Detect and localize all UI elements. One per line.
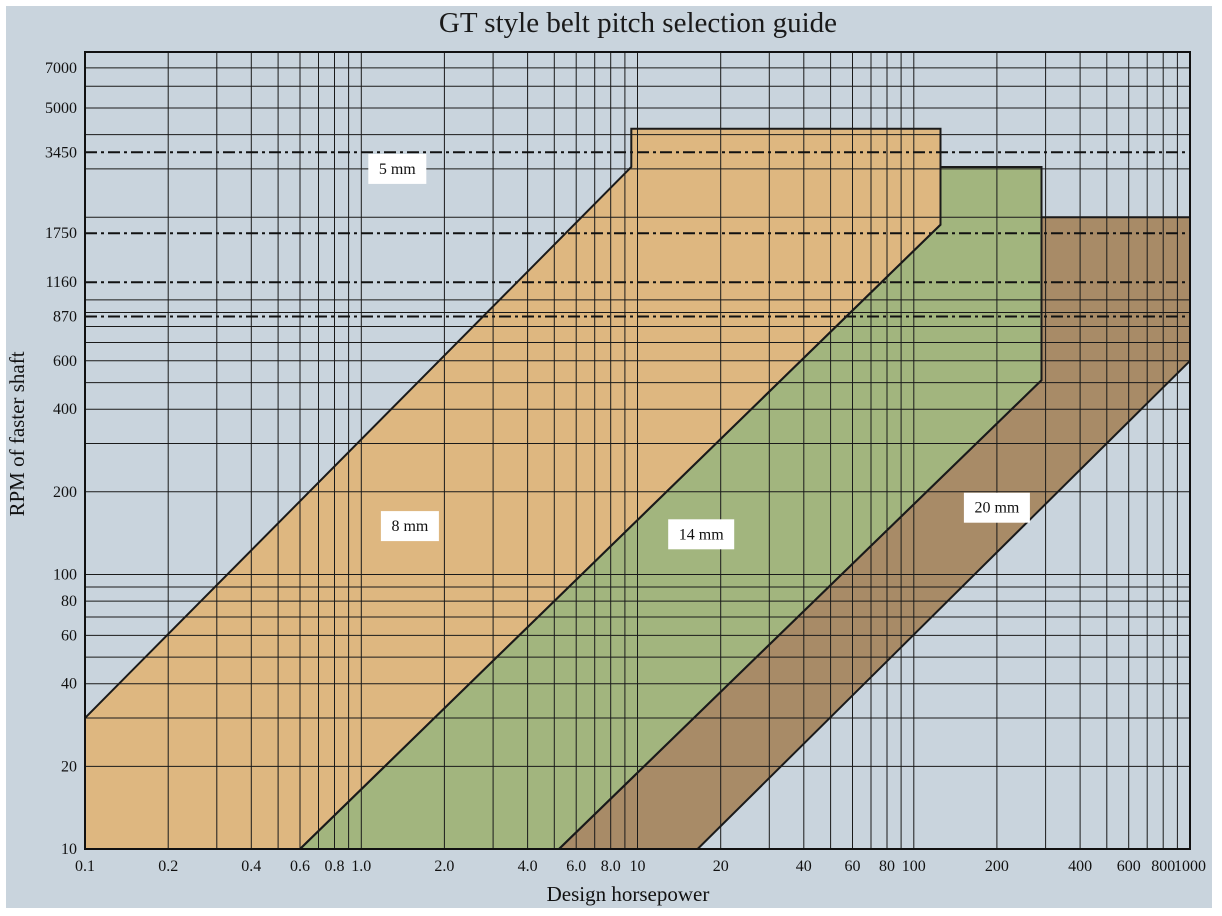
region-label-14-mm: 14 mm <box>668 519 735 550</box>
y-tick-label: 60 <box>61 627 77 644</box>
x-tick-label: 0.8 <box>325 858 345 875</box>
y-tick-label: 1750 <box>45 225 77 242</box>
x-tick-label: 100 <box>902 858 926 875</box>
y-tick-label: 400 <box>53 401 77 418</box>
x-tick-label: 2.0 <box>434 858 454 875</box>
x-tick-label: 800 <box>1151 858 1175 875</box>
y-tick-label: 1160 <box>46 274 77 291</box>
label-text: 5 mm <box>379 161 416 178</box>
chart-svg: GT style belt pitch selection guide Desi… <box>6 7 1206 906</box>
x-axis-title: Design horsepower <box>547 882 710 906</box>
label-text: 14 mm <box>679 526 724 543</box>
x-tick-label: 6.0 <box>566 858 586 875</box>
x-tick-label: 0.4 <box>241 858 261 875</box>
y-tick-label: 7000 <box>45 60 77 77</box>
y-tick-labels: 10 20 40 60 80 100 200 400 600 870 1160 1750 3450 500… <box>45 60 77 858</box>
region-20-mm <box>559 217 1190 850</box>
region-14-mm <box>300 167 1042 849</box>
label-box <box>668 519 735 550</box>
y-tick-label: 600 <box>53 353 77 370</box>
x-tick-label: 600 <box>1117 858 1141 875</box>
y-tick-label: 200 <box>53 484 77 501</box>
x-tick-label: 0.6 <box>290 858 310 875</box>
region-8-mm <box>85 128 941 850</box>
region-label-5-mm: 5 mm <box>368 153 427 184</box>
x-tick-label: 8.0 <box>601 858 621 875</box>
region-label-20-mm: 20 mm <box>963 492 1030 523</box>
y-tick-label: 3450 <box>45 144 77 161</box>
region-labels: 20 mm 14 mm 8 mm 5 mm <box>368 153 1030 550</box>
reference-rpm-lines <box>85 151 1190 318</box>
x-tick-label: 60 <box>845 858 861 875</box>
x-tick-label: 4.0 <box>518 858 538 875</box>
y-axis-title: RPM of faster shaft <box>6 351 29 516</box>
y-tick-label: 80 <box>61 593 77 610</box>
y-tick-label: 870 <box>53 309 77 326</box>
x-tick-label: 1.0 <box>351 858 371 875</box>
chart-figure: GT style belt pitch selection guide Desi… <box>6 6 1212 908</box>
y-tick-label: 100 <box>53 567 77 584</box>
x-tick-label: 40 <box>796 858 812 875</box>
label-box <box>963 492 1030 523</box>
y-tick-label: 10 <box>61 841 77 858</box>
x-tick-label: 400 <box>1068 858 1092 875</box>
x-tick-label: 80 <box>879 858 895 875</box>
x-tick-label: 0.2 <box>158 858 178 875</box>
plot-frame <box>84 51 1191 850</box>
label-box <box>368 153 427 184</box>
label-text: 8 mm <box>391 518 428 535</box>
y-tick-label: 5000 <box>45 100 77 117</box>
y-tick-label: 40 <box>61 676 77 693</box>
x-tick-labels: 0.1 0.2 0.4 0.6 0.8 1.0 2.0 4.0 6.0 8.0 10 20 40 60 80… <box>75 858 1206 875</box>
chart-title: GT style belt pitch selection guide <box>439 7 837 39</box>
belt-regions <box>85 128 1190 850</box>
x-tick-label: 200 <box>985 858 1009 875</box>
label-box <box>380 511 439 542</box>
y-tick-label: 20 <box>61 758 77 775</box>
x-tick-label: 20 <box>713 858 729 875</box>
x-tick-label: 1000 <box>1174 858 1206 875</box>
region-label-8-mm: 8 mm <box>380 511 439 542</box>
label-text: 20 mm <box>974 500 1019 517</box>
region-outline-8-mm <box>84 127 942 850</box>
x-tick-label: 10 <box>630 858 646 875</box>
x-tick-label: 0.1 <box>75 858 95 875</box>
